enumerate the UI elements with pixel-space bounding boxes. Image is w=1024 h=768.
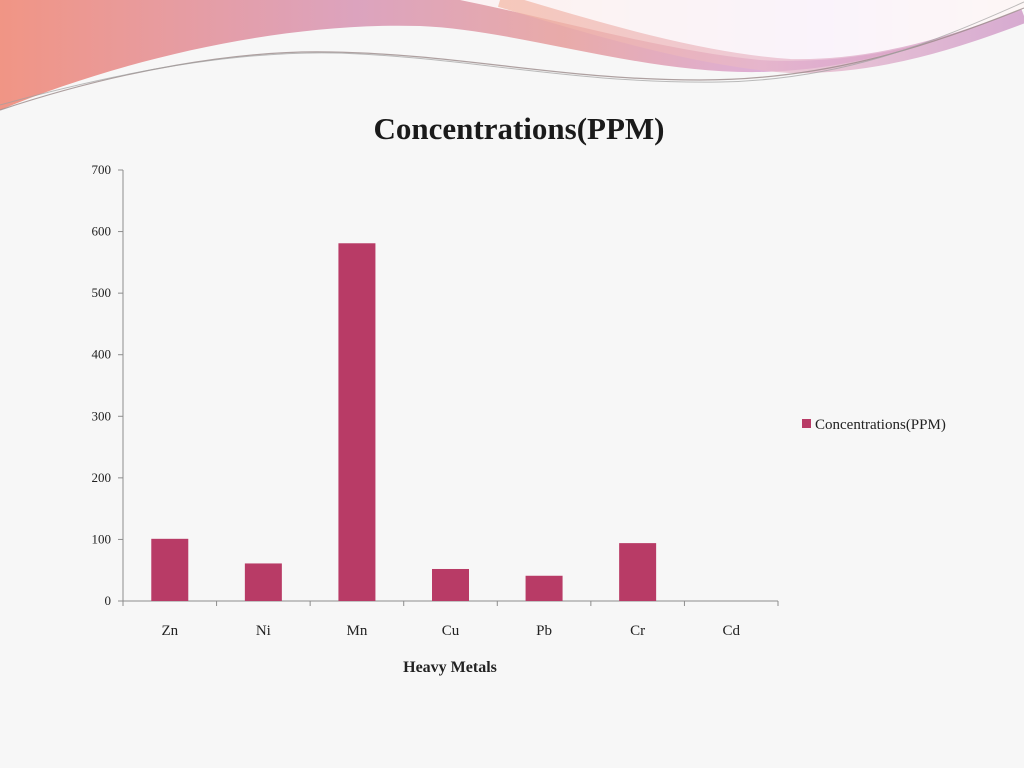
category-label-cu: Cu — [442, 623, 460, 639]
bar-zn — [151, 538, 189, 601]
x-axis-ticks — [122, 601, 779, 606]
legend: Concentrations(PPM) — [802, 417, 946, 433]
bar-ni — [244, 563, 282, 601]
header-wave-decoration — [0, 0, 1024, 111]
y-tick-label: 600 — [92, 224, 112, 239]
category-label-ni: Ni — [256, 623, 271, 639]
y-tick-label: 0 — [105, 593, 112, 608]
chart-title: Concentrations(PPM) — [374, 111, 665, 146]
bar-cu — [432, 568, 469, 601]
category-label-cr: Cr — [630, 623, 645, 639]
legend-label: Concentrations(PPM) — [815, 417, 946, 433]
category-label-cd: Cd — [722, 623, 740, 639]
x-axis-title: Heavy Metals — [403, 659, 497, 676]
category-label-zn: Zn — [161, 623, 178, 639]
category-label-pb: Pb — [536, 623, 552, 639]
y-tick-label: 100 — [92, 531, 112, 546]
bar-pb — [525, 575, 563, 601]
bars-group — [151, 243, 657, 601]
bar-cr — [619, 543, 657, 601]
y-tick-label: 500 — [92, 285, 112, 300]
category-label-mn: Mn — [347, 623, 368, 639]
y-tick-label: 200 — [92, 470, 112, 485]
legend-swatch — [802, 419, 811, 428]
y-tick-label: 300 — [92, 408, 112, 423]
bar-mn — [338, 243, 376, 601]
y-axis-ticks: 0 100 200 300 400 500 600 700 — [92, 162, 123, 608]
y-tick-label: 400 — [92, 347, 112, 362]
y-tick-label: 700 — [92, 162, 112, 177]
category-labels: Zn Ni Mn Cu Pb Cr Cd — [161, 623, 740, 639]
